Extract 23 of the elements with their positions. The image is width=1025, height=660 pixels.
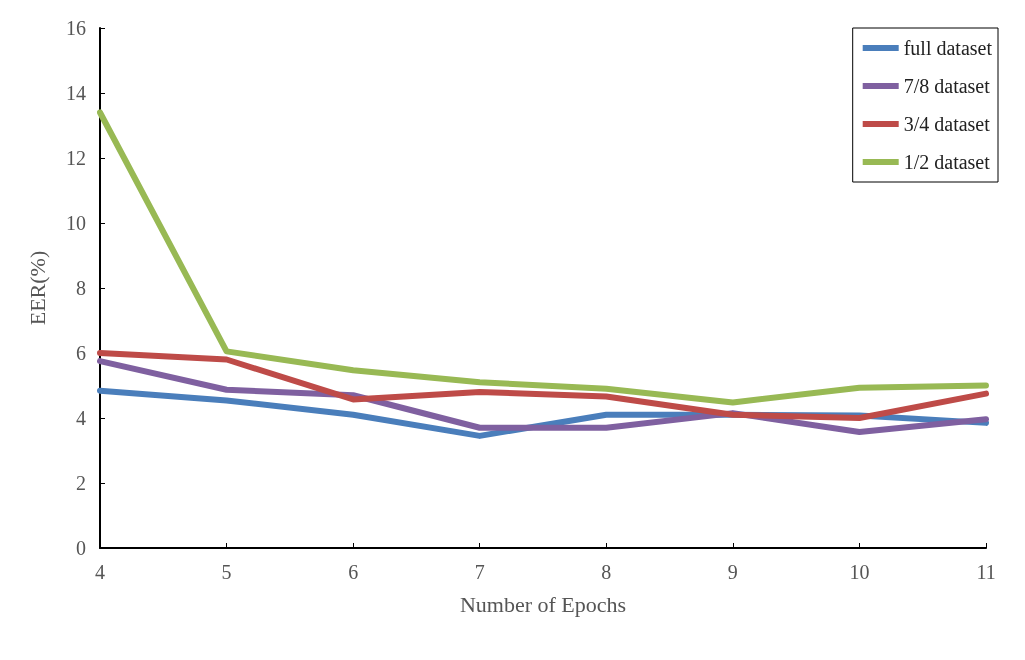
legend-label: 3/4 dataset [903,113,991,135]
x-tick-label: 5 [221,561,232,583]
x-tick-label: 11 [976,561,996,583]
x-tick-label: 7 [474,561,485,583]
y-tick-label: 6 [76,342,86,364]
y-tick-label: 4 [76,407,86,429]
x-tick-label: 4 [95,561,105,583]
x-tick-label: 6 [348,561,359,583]
x-tick-label: 9 [727,561,738,583]
y-tick-label: 14 [66,82,86,104]
y-axis-title: EER(%) [24,250,50,326]
x-axis-title: Number of Epochs [459,591,627,617]
legend-label: full dataset [903,37,993,59]
x-tick-label: 10 [849,561,870,583]
legend-label: 7/8 dataset [903,75,991,97]
y-tick-label: 12 [66,147,86,169]
legend-label: 1/2 dataset [903,151,991,173]
y-tick-label: 0 [76,537,86,559]
x-tick-label: 8 [601,561,612,583]
y-tick-label: 10 [66,212,86,234]
y-tick-label: 2 [76,472,86,494]
y-tick-label: 8 [76,277,86,299]
y-tick-label: 16 [66,17,86,39]
